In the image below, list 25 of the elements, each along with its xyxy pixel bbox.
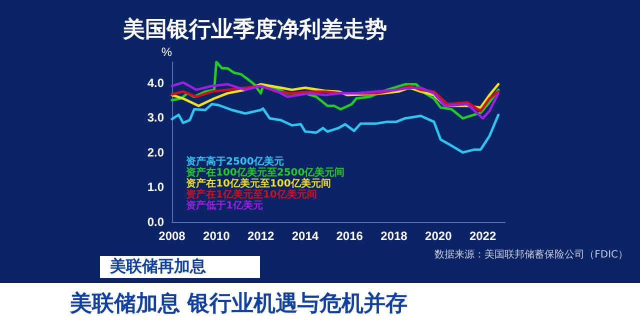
x-tick-label: 2020 [425,229,452,243]
line-series [170,81,500,120]
x-tick-label: 2022 [469,229,496,243]
y-tick-label: 2.0 [147,145,164,160]
text: 资产在1亿美元至10亿美元间 [186,188,317,200]
y-tick-label: 0.0 [147,215,164,229]
y-axis-title: % [161,45,172,59]
line-series [170,102,500,154]
y-tick-label: 1.0 [147,180,164,194]
x-tick-label: 2012 [247,229,274,243]
text: 资产高于2500亿美元 [186,156,284,168]
source-note: 数据来源：美国联邦储蓄保险公司（FDIC） [434,248,628,260]
text: 资产在10亿美元至100亿美元间 [186,178,331,190]
x-tick-label: 2018 [380,229,408,243]
x-tick-label: 2008 [158,229,186,243]
chart-title: 美国银行业季度净利差走势 [122,16,387,42]
text: 资产低于1亿美元 [186,200,263,212]
x-tick-label: 2014 [292,229,319,243]
y-tick-label: 4.0 [147,76,164,90]
text: 美联储再加息 [109,256,207,276]
x-tick-label: 2010 [203,229,230,243]
text: 资产在100亿美元至2500亿美元间 [186,166,345,178]
y-tick-label: 3.0 [147,110,164,125]
x-tick-label: 2016 [336,229,364,243]
text: 美联储加息 银行业机遇与危机并存 [69,290,408,316]
